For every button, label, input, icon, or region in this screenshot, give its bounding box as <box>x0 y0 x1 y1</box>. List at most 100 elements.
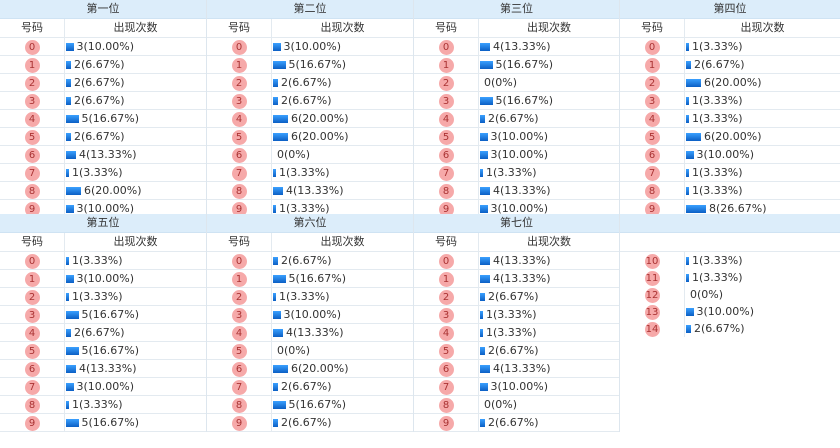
count-text: 2(6.67%) <box>488 112 539 125</box>
number-ball: 5 <box>438 130 454 145</box>
number-ball: 0 <box>231 254 247 269</box>
frequency-bar <box>480 292 485 301</box>
table-row: 6 4(13.33%) <box>414 360 619 378</box>
table-row: 9 2(6.67%) <box>207 414 413 432</box>
table-row: 2 0(0%) <box>414 74 619 92</box>
count-cell: 6(20.00%) <box>272 110 413 127</box>
number-cell: 9 <box>207 414 272 431</box>
frequency-bar <box>66 78 71 87</box>
count-cell: 6(20.00%) <box>272 360 413 377</box>
number-cell: 4 <box>414 324 479 341</box>
count-text: 6(20.00%) <box>291 112 349 125</box>
number-cell: 4 <box>207 324 272 341</box>
table-row: 5 0(0%) <box>207 342 413 360</box>
number-ball: 5 <box>438 344 454 359</box>
number-cell: 4 <box>0 324 65 341</box>
count-text: 4(13.33%) <box>493 362 551 375</box>
number-cell: 0 <box>207 252 272 269</box>
count-text: 1(3.33%) <box>279 290 330 303</box>
number-ball: 4 <box>231 112 247 127</box>
count-cell: 5(16.67%) <box>65 306 206 323</box>
count-cell: 1(3.33%) <box>479 324 619 341</box>
count-cell: 4(13.33%) <box>65 360 206 377</box>
number-ball: 1 <box>231 58 247 73</box>
number-cell: 2 <box>414 74 479 91</box>
table-section: 第五位 号码 出现次数 0 1(3.33%) 1 3(10.00%) 2 1(3.33%) 3 5(… <box>0 214 840 432</box>
number-ball: 0 <box>24 40 40 55</box>
number-ball: 9 <box>231 416 247 431</box>
table-row: 5 2(6.67%) <box>0 128 206 146</box>
table-row: 3 3(10.00%) <box>207 306 413 324</box>
table-row: 0 4(13.33%) <box>414 38 619 56</box>
table-row: 1 5(16.67%) <box>207 270 413 288</box>
number-cell: 6 <box>0 146 65 163</box>
frequency-bar <box>66 364 76 373</box>
number-cell: 9 <box>414 200 479 217</box>
count-text: 4(13.33%) <box>493 272 551 285</box>
number-ball: 3 <box>644 94 660 109</box>
table-row: 6 3(10.00%) <box>620 146 840 164</box>
number-cell: 8 <box>0 182 65 199</box>
number-header: 号码 <box>414 19 479 37</box>
count-cell: 5(16.67%) <box>272 396 413 413</box>
number-cell: 6 <box>0 360 65 377</box>
number-ball: 3 <box>231 308 247 323</box>
frequency-bar <box>686 96 689 105</box>
number-ball: 4 <box>24 326 40 341</box>
count-cell: 4(13.33%) <box>65 146 206 163</box>
number-ball: 0 <box>438 254 454 269</box>
count-cell: 2(6.67%) <box>65 92 206 109</box>
table-row: 8 4(13.33%) <box>414 182 619 200</box>
count-cell: 2(6.67%) <box>272 74 413 91</box>
number-cell: 1 <box>414 270 479 287</box>
frequency-bar <box>66 346 79 355</box>
count-cell: 1(3.33%) <box>685 182 840 199</box>
count-cell: 4(13.33%) <box>479 360 619 377</box>
count-text: 4(13.33%) <box>286 326 344 339</box>
count-text: 1(3.33%) <box>692 166 743 179</box>
count-text: 3(10.00%) <box>490 380 549 393</box>
table-row: 11 1(3.33%) <box>620 269 840 286</box>
table-row: 2 1(3.33%) <box>207 288 413 306</box>
frequency-bar <box>273 186 283 195</box>
frequency-bar <box>480 274 490 283</box>
count-cell: 3(10.00%) <box>479 200 619 217</box>
frequency-bar <box>273 132 288 141</box>
number-cell: 9 <box>620 200 685 217</box>
position-block: 10 1(3.33%) 11 1(3.33%) 12 0(0%) 13 3(10.00%) 14… <box>620 214 840 432</box>
frequency-bar <box>66 60 71 69</box>
count-text: 3(10.00%) <box>696 148 755 161</box>
count-text: 3(10.00%) <box>490 148 549 161</box>
number-ball: 9 <box>644 202 660 217</box>
frequency-bar <box>66 186 81 195</box>
count-header: 出现次数 <box>113 235 158 248</box>
number-cell: 8 <box>620 182 685 199</box>
table-row: 4 5(16.67%) <box>0 110 206 128</box>
count-text: 1(3.33%) <box>279 166 330 179</box>
number-ball: 7 <box>438 166 454 181</box>
frequency-bar <box>66 418 79 427</box>
count-cell: 2(6.67%) <box>65 74 206 91</box>
number-ball: 9 <box>231 202 247 217</box>
count-cell: 4(13.33%) <box>479 270 619 287</box>
count-cell: 4(13.33%) <box>272 182 413 199</box>
count-text: 5(16.67%) <box>288 58 347 71</box>
number-ball: 4 <box>438 326 454 341</box>
count-cell: 2(6.67%) <box>65 56 206 73</box>
position-block: 第二位 号码 出现次数 0 3(10.00%) 1 5(16.67%) 2 2(6.67%) 3 2… <box>207 0 414 218</box>
count-text: 2(6.67%) <box>281 94 332 107</box>
count-cell: 2(6.67%) <box>479 110 619 127</box>
number-cell: 10 <box>620 252 685 269</box>
count-cell: 5(16.67%) <box>65 414 206 431</box>
count-cell: 1(3.33%) <box>685 92 840 109</box>
count-cell: 4(13.33%) <box>272 324 413 341</box>
table-row: 1 3(10.00%) <box>0 270 206 288</box>
count-cell: 2(6.67%) <box>479 288 619 305</box>
number-ball: 8 <box>438 184 454 199</box>
count-cell: 4(13.33%) <box>479 182 619 199</box>
number-ball: 7 <box>24 380 40 395</box>
frequency-bar <box>480 256 490 265</box>
number-header: 号码 <box>0 19 65 37</box>
frequency-bar <box>273 256 278 265</box>
count-text: 6(20.00%) <box>291 362 349 375</box>
